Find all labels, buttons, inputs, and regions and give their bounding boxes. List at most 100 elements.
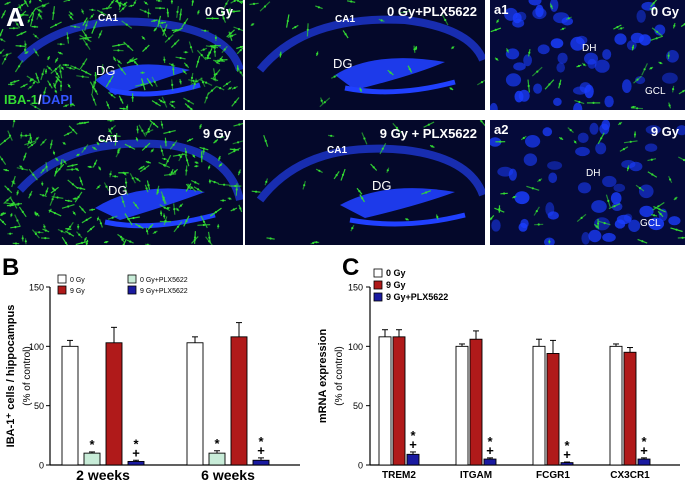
panel-letter: C bbox=[342, 254, 359, 281]
legend-label: 0 Gy+PLX5622 bbox=[140, 277, 188, 284]
significance-plus: + bbox=[563, 447, 571, 462]
significance-star: * bbox=[487, 434, 493, 449]
dentate-hilus-image bbox=[490, 0, 685, 110]
bar bbox=[61, 345, 79, 466]
y-tick-label: 0 bbox=[39, 461, 44, 471]
subpanel-label: a2 bbox=[494, 122, 509, 137]
legend-swatch bbox=[127, 285, 137, 295]
bar bbox=[208, 452, 226, 466]
ca1-label: CA1 bbox=[335, 14, 356, 25]
legend-label: 9 Gy bbox=[386, 280, 406, 290]
category-label: 6 weeks bbox=[201, 467, 255, 482]
bar bbox=[623, 351, 637, 466]
condition-label: 0 Gy+PLX5622 bbox=[387, 4, 477, 19]
ca1-label: CA1 bbox=[98, 13, 119, 24]
legend-label: 0 Gy bbox=[386, 268, 406, 278]
dg-label: DG bbox=[372, 178, 392, 193]
micrograph-0gy-plx5622: 0 Gy+PLX5622 CA1 DG bbox=[245, 0, 485, 110]
significance-star: * bbox=[258, 434, 264, 449]
dg-label: DG bbox=[96, 63, 116, 78]
significance-plus: + bbox=[257, 443, 265, 458]
significance-star: * bbox=[564, 438, 570, 453]
hippocampus-image bbox=[245, 120, 485, 245]
category-label: TREM2 bbox=[382, 470, 416, 481]
condition-label: 9 Gy + PLX5622 bbox=[379, 126, 477, 141]
legend-swatch bbox=[373, 292, 383, 302]
dg-label: DG bbox=[333, 56, 353, 71]
bar bbox=[532, 345, 546, 466]
y-tick-label: 50 bbox=[34, 401, 44, 411]
y-tick-label: 100 bbox=[29, 342, 44, 352]
bar bbox=[83, 452, 101, 466]
significance-star: * bbox=[133, 436, 139, 451]
bar bbox=[406, 453, 420, 466]
y-tick-label: 100 bbox=[348, 342, 363, 352]
category-label: FCGR1 bbox=[536, 470, 570, 481]
condition-label: 0 Gy bbox=[650, 4, 679, 19]
condition-label: 9 Gy bbox=[202, 126, 231, 141]
legend-label: 9 Gy+PLX5622 bbox=[386, 292, 448, 302]
significance-plus: + bbox=[640, 443, 648, 458]
legend-label: 9 Gy bbox=[70, 288, 85, 295]
hippocampus-image bbox=[0, 120, 243, 245]
bar bbox=[483, 458, 497, 466]
legend-label: 9 Gy+PLX5622 bbox=[140, 288, 188, 295]
bar bbox=[637, 458, 651, 466]
bar bbox=[455, 345, 469, 466]
legend-swatch bbox=[373, 268, 383, 278]
chart-b: B 0 50 100 150 IBA-1⁺ cells / hippocampus (% o… bbox=[2, 254, 300, 482]
significance-plus: + bbox=[409, 437, 417, 452]
significance-plus: + bbox=[486, 443, 494, 458]
significance-star: * bbox=[89, 437, 95, 452]
bar bbox=[105, 342, 123, 466]
ca1-label: CA1 bbox=[327, 145, 348, 156]
legend-label: 0 Gy bbox=[70, 277, 85, 284]
y-axis-label: IBA-1⁺ cells / hippocampus bbox=[5, 305, 17, 448]
y-tick-label: 50 bbox=[353, 401, 363, 411]
y-axis-sublabel: (% of control) bbox=[22, 346, 33, 405]
micrograph-a2: a2 9 Gy DH GCL bbox=[490, 120, 685, 245]
legend-swatch bbox=[373, 280, 383, 290]
y-axis-sublabel: (% of control) bbox=[334, 346, 345, 405]
panel-letter: B bbox=[2, 254, 19, 281]
bar bbox=[560, 462, 574, 466]
legend-swatch bbox=[57, 274, 67, 284]
y-tick-label: 150 bbox=[348, 283, 363, 293]
category-label: ITGAM bbox=[460, 470, 492, 481]
bar bbox=[252, 459, 270, 466]
dentate-hilus-image bbox=[490, 120, 685, 245]
dg-label: DG bbox=[108, 183, 128, 198]
figure-letter-a: A bbox=[6, 2, 25, 32]
dh-label: DH bbox=[582, 43, 597, 54]
category-label: CX3CR1 bbox=[610, 470, 650, 481]
significance-plus: + bbox=[132, 445, 140, 460]
condition-label: 0 Gy bbox=[204, 4, 233, 19]
bar bbox=[609, 345, 623, 466]
legend-swatch bbox=[57, 285, 67, 295]
hippocampus-image bbox=[0, 0, 243, 110]
bar bbox=[546, 353, 560, 466]
category-label: 2 weeks bbox=[76, 467, 130, 482]
dh-label: DH bbox=[586, 168, 601, 179]
significance-star: * bbox=[410, 428, 416, 443]
bar bbox=[469, 338, 483, 466]
micrograph-9gy-plx5622: 9 Gy + PLX5622 CA1 DG bbox=[245, 120, 485, 245]
bar bbox=[378, 336, 392, 466]
micrograph-a1: a1 0 Gy DH GCL bbox=[490, 0, 685, 110]
bar bbox=[230, 336, 248, 466]
gcl-label: GCL bbox=[645, 86, 666, 97]
subpanel-label: a1 bbox=[494, 2, 509, 17]
bar bbox=[186, 342, 204, 466]
dapi-stain-label: DAPI bbox=[41, 92, 73, 107]
bar bbox=[127, 460, 145, 466]
hippocampus-image bbox=[245, 0, 485, 110]
y-tick-label: 0 bbox=[358, 461, 363, 471]
iba1-stain-label: IBA-1 bbox=[4, 92, 38, 107]
bar bbox=[392, 336, 406, 466]
gcl-label: GCL bbox=[640, 218, 661, 229]
legend-swatch bbox=[127, 274, 137, 284]
significance-star: * bbox=[641, 434, 647, 449]
y-tick-label: 150 bbox=[29, 283, 44, 293]
ca1-label: CA1 bbox=[98, 134, 119, 145]
condition-label: 9 Gy bbox=[650, 124, 679, 139]
